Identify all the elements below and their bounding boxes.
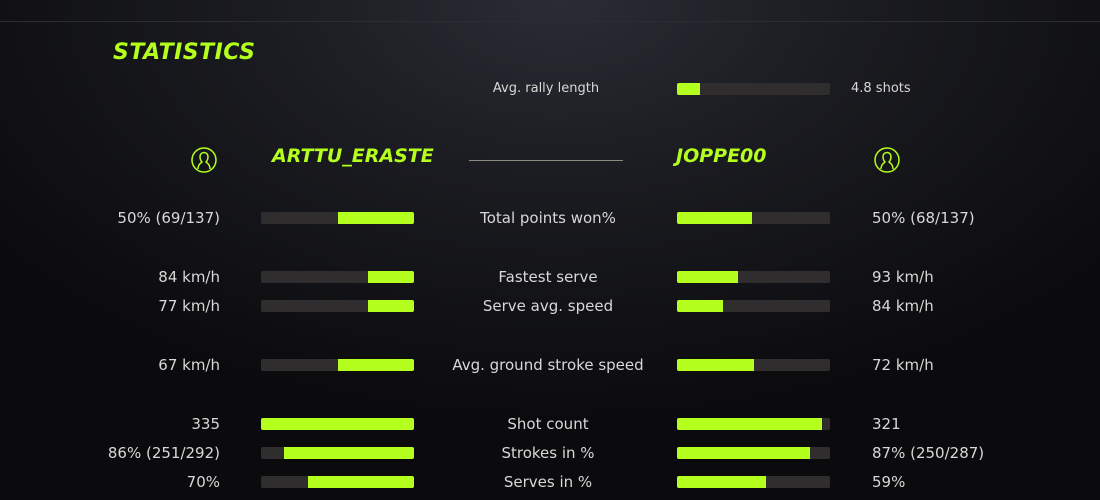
- stat-right-bar: [677, 359, 830, 371]
- player-left-name: ARTTU_ERASTE: [272, 145, 434, 167]
- stat-left-bar: [261, 418, 414, 430]
- stat-left-value: 77 km/h: [158, 297, 220, 315]
- stat-row: 50% (69/137) Total points won% 50% (68/1…: [0, 208, 1100, 228]
- rally-length-row: Avg. rally length 4.8 shots: [0, 79, 1100, 99]
- top-divider: [0, 21, 1100, 22]
- stat-right-bar: [677, 271, 830, 283]
- stat-left-bar: [261, 359, 414, 371]
- stat-right-bar-fill: [677, 359, 754, 371]
- stat-left-bar: [261, 300, 414, 312]
- stat-right-value: 72 km/h: [872, 356, 934, 374]
- stat-right-value: 93 km/h: [872, 268, 934, 286]
- stat-right-bar: [677, 418, 830, 430]
- stat-label: Strokes in %: [501, 444, 595, 462]
- stat-right-value: 87% (250/287): [872, 444, 985, 462]
- stat-right-bar-fill: [677, 418, 823, 430]
- stat-label: Fastest serve: [498, 268, 598, 286]
- stat-right-bar-fill: [677, 212, 752, 224]
- stat-right-value: 59%: [872, 473, 906, 491]
- stat-right-bar: [677, 476, 830, 488]
- rally-length-bar-fill: [677, 83, 700, 95]
- stat-row: 335 Shot count 321: [0, 414, 1100, 434]
- stat-row: 70% Serves in % 59%: [0, 472, 1100, 492]
- stat-label: Total points won%: [480, 209, 616, 227]
- page-title: STATISTICS: [113, 40, 256, 65]
- rally-length-label: Avg. rally length: [492, 81, 600, 96]
- stat-left-bar: [261, 476, 414, 488]
- stat-right-bar: [677, 212, 830, 224]
- stat-row: 86% (251/292) Strokes in % 87% (250/287): [0, 443, 1100, 463]
- stat-right-value: 84 km/h: [872, 297, 934, 315]
- stat-left-bar-fill: [337, 359, 414, 371]
- rally-length-bar: [677, 83, 830, 95]
- stat-left-bar: [261, 212, 414, 224]
- stat-left-value: 84 km/h: [158, 268, 220, 286]
- user-circle-icon: [874, 147, 900, 173]
- stat-row: 77 km/h Serve avg. speed 84 km/h: [0, 296, 1100, 316]
- player-right-name: JOPPE00: [676, 145, 767, 167]
- stat-right-bar: [677, 447, 830, 459]
- stat-right-bar-fill: [677, 476, 766, 488]
- user-circle-icon: [191, 147, 217, 173]
- stat-right-bar-fill: [677, 300, 723, 312]
- stat-left-value: 67 km/h: [158, 356, 220, 374]
- stat-left-bar-fill: [368, 271, 414, 283]
- stat-label: Avg. ground stroke speed: [452, 356, 644, 374]
- stat-left-value: 70%: [186, 473, 220, 491]
- stat-left-bar-fill: [337, 212, 414, 224]
- stat-right-bar-fill: [677, 447, 811, 459]
- stat-left-bar: [261, 271, 414, 283]
- stat-label: Serves in %: [503, 473, 593, 491]
- stat-right-value: 50% (68/137): [872, 209, 975, 227]
- stat-left-bar-fill: [261, 418, 414, 430]
- rally-length-value: 4.8 shots: [851, 81, 911, 96]
- stat-left-value: 50% (69/137): [117, 209, 220, 227]
- stat-row: 84 km/h Fastest serve 93 km/h: [0, 267, 1100, 287]
- stat-left-bar: [261, 447, 414, 459]
- stat-right-bar: [677, 300, 830, 312]
- stat-label: Serve avg. speed: [482, 297, 614, 315]
- stat-left-value: 335: [191, 415, 220, 433]
- stat-left-value: 86% (251/292): [107, 444, 220, 462]
- stat-left-bar-fill: [308, 476, 414, 488]
- stat-left-bar-fill: [283, 447, 414, 459]
- stat-row: 67 km/h Avg. ground stroke speed 72 km/h: [0, 355, 1100, 375]
- stat-right-value: 321: [872, 415, 901, 433]
- stat-left-bar-fill: [368, 300, 414, 312]
- stat-label: Shot count: [507, 415, 589, 433]
- stat-right-bar-fill: [677, 271, 739, 283]
- header-divider: [469, 160, 623, 161]
